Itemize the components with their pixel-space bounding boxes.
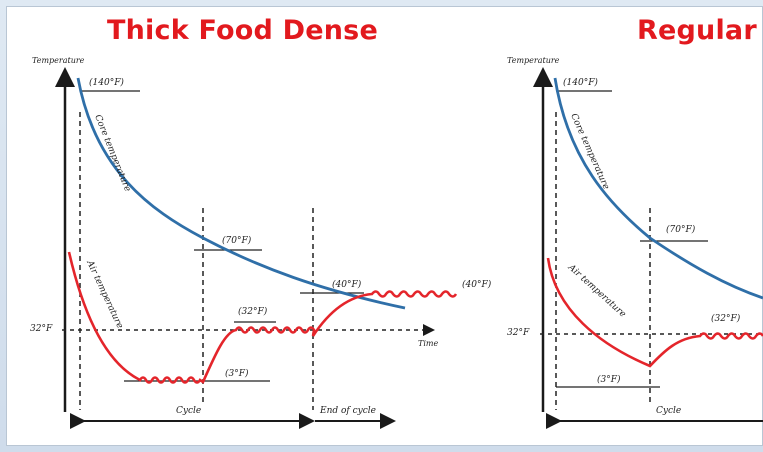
right-cycle-label: Cycle	[656, 406, 681, 416]
left-label-140: (140°F)	[89, 77, 124, 88]
left-label-32: (32°F)	[238, 306, 268, 317]
right-y-axis-label: Temperature	[507, 56, 560, 65]
left-title: Thick Food Dense	[107, 15, 378, 46]
left-air-curve	[67, 251, 458, 384]
right-label-32: (32°F)	[711, 313, 741, 324]
left-label-3: (3°F)	[225, 368, 249, 379]
right-title: Regular	[637, 15, 757, 46]
right-core-curve	[553, 77, 763, 300]
right-core-curve-label: Core temperature	[568, 112, 611, 191]
left-x-axis-label: Time	[418, 339, 438, 348]
left-end-of-cycle-label: End of cycle	[319, 406, 376, 416]
right-air-curve	[546, 257, 763, 368]
left-core-curve-label: Core temperature	[92, 113, 132, 193]
left-cycle-label: Cycle	[176, 406, 201, 416]
left-label-40-right: (40°F)	[462, 279, 492, 290]
left-label-40: (40°F)	[332, 279, 362, 290]
right-diagram: Temperature 32°F (140°F) (70°F) (32°F) (…	[507, 56, 763, 429]
right-label-70: (70°F)	[666, 224, 696, 235]
right-label-140: (140°F)	[563, 77, 598, 88]
left-y-axis-label: Temperature	[32, 56, 85, 65]
left-label-70: (70°F)	[222, 235, 252, 246]
left-ref-temp-label: 32°F	[30, 324, 53, 334]
right-air-curve-label: Air temperature	[565, 262, 627, 320]
right-ref-temp-label: 32°F	[507, 328, 530, 338]
right-label-3: (3°F)	[597, 374, 621, 385]
left-core-curve	[76, 77, 406, 310]
left-diagram: Temperature 32°F Time (140°F) (70°F) (40…	[30, 56, 492, 429]
